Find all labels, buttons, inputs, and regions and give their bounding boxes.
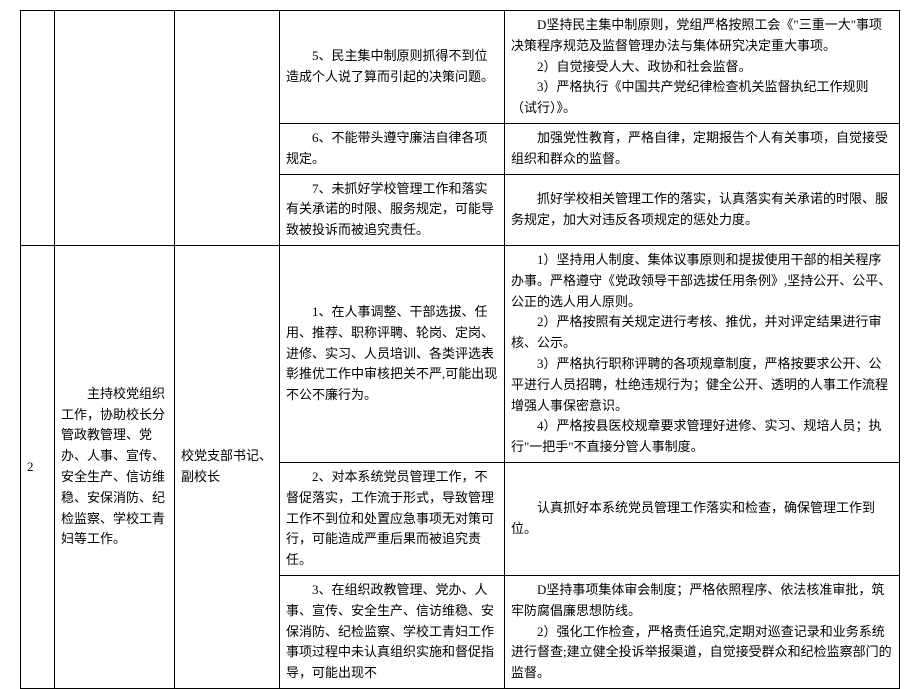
document-table: 5、民主集中制原则抓得不到位造成个人说了算而引起的决策问题。 D坚持民主集中制原… (20, 10, 900, 689)
cell-measure: 加强党性教育，严格自律，定期报告个人有关事项，自觉接受组织和群众的监督。 (505, 123, 900, 174)
cell-measure: D坚持事项集体审会制度；严格依照程序、依法核准审批，筑牢防腐倡廉思想防线。 2）… (505, 575, 900, 688)
cell-measure: D坚持民主集中制原则，党组严格按照工会《"三重一大"事项决策程序规范及监督管理办… (505, 11, 900, 124)
cell-duty-blank (55, 11, 175, 246)
cell-role-blank (175, 11, 280, 246)
cell-role: 校党支部书记、副校长 (175, 245, 280, 688)
cell-seq: 2 (21, 245, 55, 688)
cell-risk: 6、不能带头遵守廉洁自律各项规定。 (280, 123, 505, 174)
cell-risk: 2、对本系统党员管理工作，不督促落实，工作流于形式，导致管理工作不到位和处置应急… (280, 462, 505, 575)
cell-measure: 1）坚持用人制度、集体议事原则和提拔使用干部的相关程序办事。严格遵守《党政领导干… (505, 245, 900, 462)
cell-risk: 7、未抓好学校管理工作和落实有关承诺的时限、服务规定，可能导致被投诉而被追究责任… (280, 174, 505, 245)
table-row: 2 主持校党组织工作，协助校长分管政教管理、党办、人事、宣传、安全生产、信访维稳… (21, 245, 900, 462)
cell-duty: 主持校党组织工作，协助校长分管政教管理、党办、人事、宣传、安全生产、信访维稳、安… (55, 245, 175, 688)
cell-risk: 5、民主集中制原则抓得不到位造成个人说了算而引起的决策问题。 (280, 11, 505, 124)
cell-risk: 1、在人事调整、干部选拔、任用、推荐、职称评聘、轮岗、定岗、进修、实习、人员培训… (280, 245, 505, 462)
table-row: 5、民主集中制原则抓得不到位造成个人说了算而引起的决策问题。 D坚持民主集中制原… (21, 11, 900, 124)
cell-seq-blank (21, 11, 55, 246)
cell-risk: 3、在组织政教管理、党办、人事、宣传、安全生产、信访维稳、安保消防、纪检监察、学… (280, 575, 505, 688)
cell-measure: 抓好学校相关管理工作的落实，认真落实有关承诺的时限、服务规定，加大对违反各项规定… (505, 174, 900, 245)
cell-measure: 认真抓好本系统党员管理工作落实和检查，确保管理工作到位。 (505, 462, 900, 575)
